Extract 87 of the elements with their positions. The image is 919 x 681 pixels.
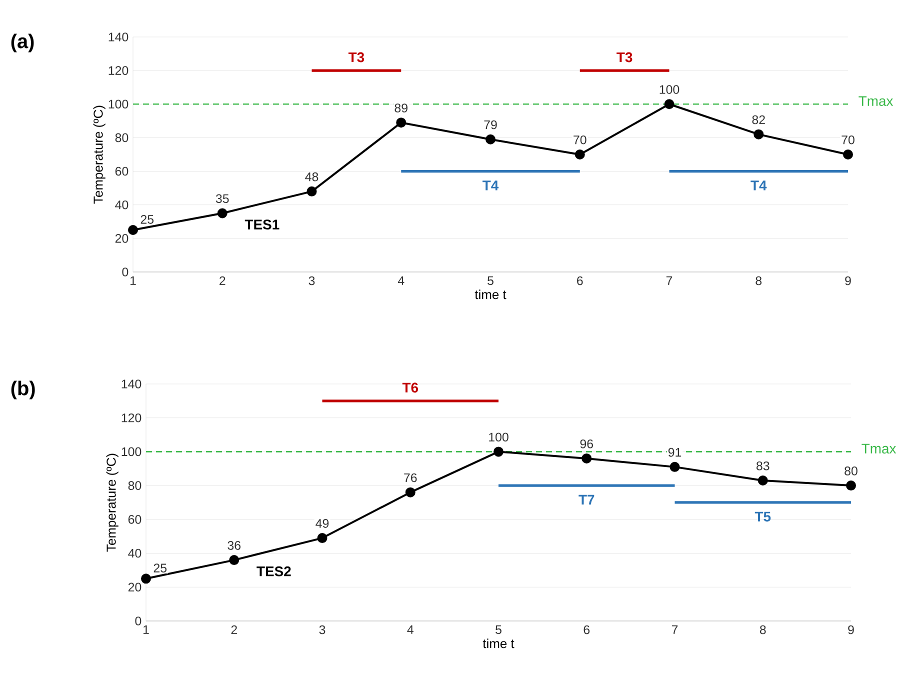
x-tick-label: 7: [672, 625, 678, 634]
point: [306, 186, 317, 196]
y-tick-label: 20: [128, 582, 142, 592]
y-tick-label: 140: [122, 380, 142, 388]
data-label: 80: [844, 466, 858, 476]
y-tick-label: 100: [122, 447, 142, 456]
x-tick-label: 4: [407, 625, 414, 634]
data-label: 100: [489, 432, 508, 442]
series-label: T6: [402, 382, 418, 393]
y-tick-label: 80: [128, 481, 142, 490]
series-label: TES1: [244, 220, 280, 230]
series-label: T4: [482, 180, 499, 190]
data-label: 83: [756, 461, 770, 470]
x-tick-label: 5: [488, 276, 494, 286]
data-label: 96: [580, 439, 594, 448]
series-label: T4: [750, 180, 767, 190]
point: [128, 225, 138, 236]
point: [846, 480, 856, 491]
point: [670, 462, 680, 472]
data-label: 76: [404, 473, 417, 482]
y-tick-label: 120: [122, 413, 142, 422]
point: [754, 129, 764, 140]
y-tick-label: 120: [108, 66, 128, 75]
y-axis-title: Temperature (ºC): [93, 106, 106, 204]
y-tick-label: 100: [108, 100, 128, 109]
x-tick-label: 2: [231, 625, 237, 634]
x-tick-label: 9: [848, 625, 854, 634]
point: [494, 446, 504, 457]
x-axis-title: time t: [474, 290, 506, 300]
data-label: 70: [842, 135, 854, 144]
y-tick-label: 0: [135, 616, 142, 626]
point: [405, 487, 416, 498]
point: [217, 208, 228, 218]
x-axis-title: time t: [482, 638, 514, 648]
x-tick-label: 1: [130, 276, 136, 285]
point: [317, 533, 328, 544]
point: [486, 134, 496, 144]
data-label: 49: [316, 519, 329, 528]
data-label: 91: [668, 448, 682, 457]
data-label: 25: [140, 215, 154, 224]
x-tick-label: 9: [845, 276, 851, 286]
x-tick-label: 2: [220, 276, 226, 286]
data-label: 100: [660, 85, 680, 94]
point: [664, 99, 674, 110]
point: [141, 574, 152, 584]
x-tick-label: 3: [319, 625, 326, 634]
ref-line-label: Tmax: [862, 444, 896, 454]
x-tick-label: 8: [760, 625, 766, 634]
y-tick-label: 60: [128, 515, 142, 524]
x-tick-label: 4: [398, 276, 404, 285]
data-label: 36: [228, 541, 241, 550]
point: [574, 149, 585, 160]
y-tick-label: 40: [115, 200, 128, 210]
point: [758, 475, 768, 486]
data-label: 89: [394, 104, 408, 112]
y-tick-label: 60: [115, 166, 128, 176]
y-tick-label: 40: [128, 548, 142, 558]
y-axis-title: Temperature (ºC): [106, 454, 118, 552]
point: [229, 555, 240, 566]
x-tick-label: 8: [756, 276, 762, 286]
data-label: 48: [305, 172, 318, 182]
point: [582, 453, 592, 464]
series-label: T7: [578, 494, 594, 504]
series-label: T5: [754, 512, 771, 522]
ref-line-label: Tmax: [858, 96, 894, 106]
series-label: TES2: [256, 566, 291, 576]
data-label: 70: [574, 135, 586, 144]
series-label: T3: [616, 52, 632, 62]
point: [396, 118, 406, 128]
y-tick-label: 140: [108, 32, 128, 42]
x-tick-label: 5: [496, 625, 502, 634]
data-label: 79: [484, 120, 497, 130]
x-tick-label: 7: [666, 276, 672, 285]
y-tick-label: 80: [115, 133, 128, 142]
data-label: 25: [154, 564, 167, 572]
x-tick-label: 6: [577, 276, 583, 286]
point: [843, 149, 854, 160]
data-label: 82: [752, 115, 765, 124]
y-tick-label: 0: [122, 268, 128, 276]
x-tick-label: 6: [584, 625, 590, 634]
series-label: T3: [348, 52, 364, 62]
data-label: 35: [216, 194, 229, 204]
y-tick-label: 20: [115, 234, 128, 243]
x-tick-label: 1: [144, 625, 149, 634]
chart-title: (b): [11, 380, 35, 400]
x-tick-label: 3: [308, 276, 315, 286]
chart-title: (a): [11, 34, 34, 52]
